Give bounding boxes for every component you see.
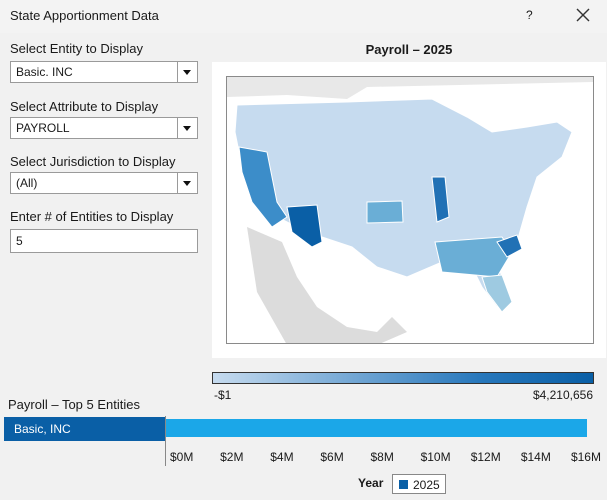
axis-tick-label: $12M xyxy=(470,450,501,464)
jurisdiction-select[interactable]: (All) xyxy=(10,172,198,194)
axis-tick-label: $0M xyxy=(170,450,194,464)
bar-legend-label: 2025 xyxy=(413,478,440,492)
attribute-select-value: PAYROLL xyxy=(16,121,70,135)
chevron-down-icon[interactable] xyxy=(177,173,197,193)
us-map-svg xyxy=(227,77,593,343)
axis-tick-label: $10M xyxy=(420,450,451,464)
entity-count-value: 5 xyxy=(16,234,23,248)
jurisdiction-select-value: (All) xyxy=(16,176,38,190)
choropleth-map[interactable] xyxy=(226,76,594,344)
axis-tick-label: $14M xyxy=(520,450,551,464)
entity-row-label[interactable]: Basic, INC xyxy=(4,417,166,441)
bar-legend: 2025 xyxy=(392,474,446,494)
chevron-down-icon[interactable] xyxy=(177,118,197,138)
attribute-select[interactable]: PAYROLL xyxy=(10,117,198,139)
state-arizona[interactable] xyxy=(286,204,323,248)
entity-select-value: Basic. INC xyxy=(16,65,73,79)
bar-axis-title: Year xyxy=(358,476,384,490)
help-button[interactable]: ? xyxy=(526,8,533,22)
window-title: State Apportionment Data xyxy=(10,8,159,23)
entity-select[interactable]: Basic. INC xyxy=(10,61,198,83)
mexico-shape xyxy=(247,227,407,343)
state-south-carolina[interactable] xyxy=(496,234,523,258)
bar-legend-swatch xyxy=(399,480,408,489)
bar-chart-axis-line xyxy=(165,416,166,466)
color-scale-legend xyxy=(212,372,594,384)
chevron-down-icon[interactable] xyxy=(177,62,197,82)
title-bar: State Apportionment Data ? xyxy=(0,0,607,32)
legend-max-label: $4,210,656 xyxy=(532,388,593,402)
count-input-label: Enter # of Entities to Display xyxy=(10,209,174,224)
bar-chart-row: Basic, INC xyxy=(0,414,607,444)
entity-count-input[interactable]: 5 xyxy=(10,229,198,253)
state-kansas[interactable] xyxy=(366,200,404,224)
axis-tick-label: $2M xyxy=(220,450,244,464)
legend-min-label: -$1 xyxy=(214,388,232,402)
axis-tick-label: $4M xyxy=(270,450,294,464)
bar-chart-title: Payroll – Top 5 Entities xyxy=(8,397,140,412)
state-southeast[interactable] xyxy=(434,236,513,278)
state-california[interactable] xyxy=(238,146,288,228)
close-icon[interactable] xyxy=(574,6,592,24)
state-illinois[interactable] xyxy=(431,176,450,223)
bar-basic-inc[interactable] xyxy=(166,419,587,437)
entity-select-label: Select Entity to Display xyxy=(10,41,143,56)
entity-row-label-text: Basic, INC xyxy=(14,422,71,436)
axis-tick-label: $6M xyxy=(320,450,344,464)
state-florida[interactable] xyxy=(481,274,513,313)
axis-tick-label: $8M xyxy=(370,450,394,464)
jurisdiction-select-label: Select Jurisdiction to Display xyxy=(10,154,176,169)
axis-tick-label: $16M xyxy=(570,450,601,464)
map-title: Payroll – 2025 xyxy=(365,42,453,57)
attribute-select-label: Select Attribute to Display xyxy=(10,99,159,114)
canada-shape xyxy=(227,77,593,99)
